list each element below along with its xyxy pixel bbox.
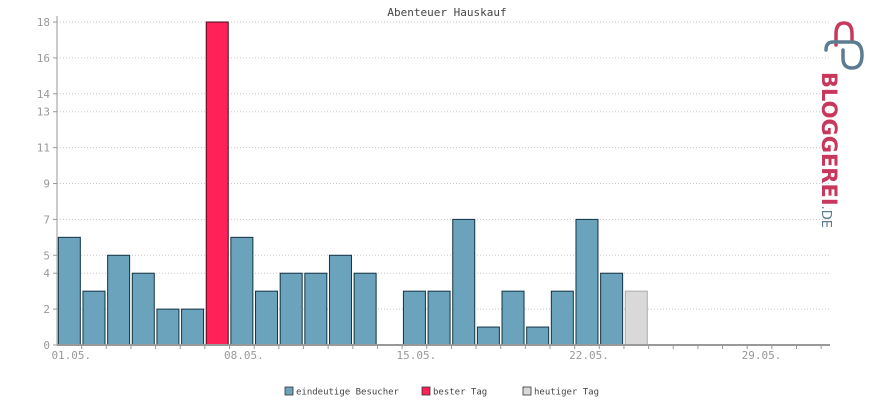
bar-visitors bbox=[107, 254, 131, 346]
y-tick-label: 7 bbox=[43, 213, 50, 226]
bar-visitors bbox=[575, 218, 599, 346]
grid bbox=[57, 21, 830, 310]
bar-visitors bbox=[131, 272, 155, 346]
bar-visitors bbox=[452, 218, 476, 346]
legend: eindeutige Besucher bester Tag heutiger Ta… bbox=[284, 386, 599, 398]
axes: 0 2 4 5 7 9 11 13 14 16 18 01.05. 08.05. 15.05. 22.05.… bbox=[37, 16, 830, 362]
y-tick-label: 9 bbox=[43, 178, 50, 191]
logo-loop-blue bbox=[824, 40, 864, 70]
y-tick-label: 18 bbox=[37, 16, 50, 29]
y-tick-label: 16 bbox=[37, 52, 50, 65]
y-tick-label: 5 bbox=[43, 249, 50, 262]
bar-visitors bbox=[600, 272, 624, 346]
legend-swatch bbox=[421, 386, 431, 396]
chart-title: Abenteuer Hauskauf bbox=[387, 6, 506, 19]
y-tick-label: 14 bbox=[37, 88, 51, 101]
x-tick-label: 01.05. bbox=[51, 349, 91, 362]
logo-suffix: .DE bbox=[818, 206, 833, 228]
bar-visitors bbox=[230, 236, 254, 346]
bar-visitors bbox=[402, 290, 426, 346]
legend-label: heutiger Tag bbox=[534, 388, 599, 398]
bar-visitors bbox=[476, 326, 500, 346]
bar-visitors bbox=[304, 272, 328, 346]
x-tick-label: 29.05. bbox=[742, 349, 782, 362]
logo-name: BLOGGEREI bbox=[817, 72, 841, 206]
bar-visitors bbox=[501, 290, 525, 346]
y-tick-label: 4 bbox=[43, 267, 50, 280]
bar-visitors bbox=[328, 254, 352, 346]
bar-visitors bbox=[427, 290, 451, 346]
y-tick-label: 2 bbox=[43, 303, 50, 316]
x-tick-label: 08.05. bbox=[224, 349, 264, 362]
legend-item: heutiger Tag bbox=[522, 386, 599, 398]
bars bbox=[57, 21, 648, 346]
legend-swatch bbox=[284, 386, 294, 396]
bar-today bbox=[624, 290, 648, 346]
bloggerei-logo: BLOGGEREI.DE bbox=[817, 21, 864, 228]
legend-label: bester Tag bbox=[433, 388, 487, 398]
bar-visitors bbox=[181, 308, 205, 346]
legend-item: bester Tag bbox=[421, 386, 487, 398]
y-tick-label: 11 bbox=[37, 142, 50, 155]
y-tick-label: 0 bbox=[43, 339, 50, 352]
logo-loop-red bbox=[834, 21, 854, 47]
y-tick-label: 13 bbox=[37, 106, 50, 119]
bar-best-day bbox=[205, 21, 229, 346]
bar-visitors bbox=[156, 308, 180, 346]
x-tick-label: 22.05. bbox=[569, 349, 609, 362]
bar-visitors bbox=[255, 290, 279, 346]
legend-item: eindeutige Besucher bbox=[284, 386, 400, 398]
bar-visitors bbox=[82, 290, 106, 346]
bar-visitors bbox=[353, 272, 377, 346]
bar-visitors bbox=[550, 290, 574, 346]
x-tick-label: 15.05. bbox=[397, 349, 437, 362]
logo-wordmark-text: BLOGGEREI.DE bbox=[817, 72, 841, 228]
bar-visitors bbox=[279, 272, 303, 346]
bar-visitors bbox=[526, 326, 550, 346]
legend-swatch bbox=[522, 386, 532, 396]
bar-visitors bbox=[57, 236, 81, 346]
logo-wordmark: BLOGGEREI.DE bbox=[817, 72, 841, 228]
legend-label: eindeutige Besucher bbox=[296, 388, 400, 398]
